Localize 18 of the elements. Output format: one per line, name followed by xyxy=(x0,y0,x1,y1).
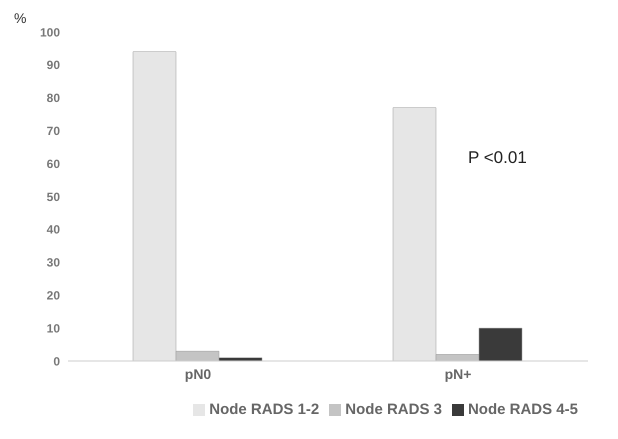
x-tick-label: pN+ xyxy=(444,366,472,382)
y-tick-label: 0 xyxy=(53,354,60,368)
y-tick-label: 20 xyxy=(46,288,60,302)
y-tick-label: 10 xyxy=(46,321,60,336)
y-tick-label: 60 xyxy=(46,156,60,171)
y-tick-label: 30 xyxy=(46,256,60,270)
y-axis-title: % xyxy=(14,10,26,26)
y-tick-label: 100 xyxy=(40,25,60,40)
y-tick-label: 40 xyxy=(46,222,60,237)
y-tick-label: 50 xyxy=(46,190,60,204)
legend-label: Node RADS 4-5 xyxy=(468,401,578,418)
y-tick-label: 70 xyxy=(46,124,60,138)
legend-label: Node RADS 3 xyxy=(345,401,442,418)
y-tick-label: 80 xyxy=(46,91,60,106)
annotation: P <0.01 xyxy=(468,148,527,168)
y-tick-label: 90 xyxy=(46,58,60,72)
legend-label: Node RADS 1-2 xyxy=(209,401,320,418)
x-tick-label: pN0 xyxy=(184,366,212,382)
